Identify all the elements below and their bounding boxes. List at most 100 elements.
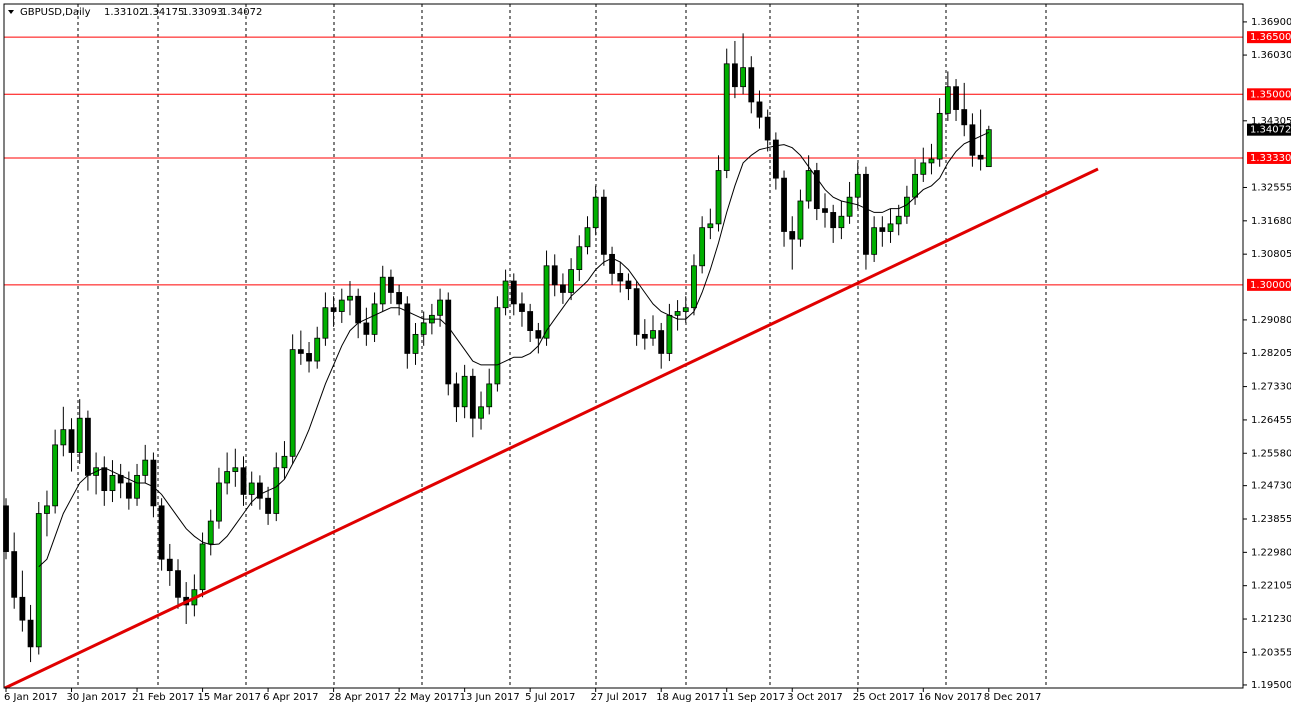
candle-body xyxy=(289,349,296,457)
candle-body xyxy=(797,200,804,240)
y-tick-label: 1.21230 xyxy=(1251,614,1291,625)
candle-body xyxy=(297,349,304,354)
candle-body xyxy=(568,269,575,293)
y-tick-label: 1.29080 xyxy=(1251,315,1291,326)
candle-body xyxy=(486,383,493,408)
candle-body xyxy=(216,482,222,522)
candle-body xyxy=(19,596,26,621)
candle-body xyxy=(322,307,329,339)
level-label: 1.33330 xyxy=(1250,153,1291,164)
candle-body xyxy=(805,170,812,202)
candle-body xyxy=(936,112,943,160)
candle-body xyxy=(781,177,787,232)
candle-body xyxy=(256,482,263,499)
trend-line xyxy=(4,167,1099,690)
candle-body xyxy=(977,154,984,160)
candle-body xyxy=(60,429,67,446)
y-tick-label: 1.30805 xyxy=(1251,249,1291,260)
candle-body xyxy=(871,227,878,255)
candle-body xyxy=(142,459,149,476)
candle-body xyxy=(543,265,550,339)
header-close: 1.34072 xyxy=(221,7,262,18)
candle-body xyxy=(134,474,140,499)
candle-body xyxy=(379,276,386,305)
candle-body xyxy=(52,444,59,507)
x-tick-label: 16 Nov 2017 xyxy=(918,692,982,703)
candle-body xyxy=(232,467,239,472)
candle-body xyxy=(363,322,370,335)
candle-body xyxy=(338,299,345,312)
candle-body xyxy=(347,295,353,301)
candle-body xyxy=(650,330,656,339)
symbol-title: GBPUSD,Daily xyxy=(20,7,91,18)
x-tick-label: 30 Jan 2017 xyxy=(67,692,127,703)
candle-body xyxy=(928,158,935,164)
candle-body xyxy=(560,284,566,293)
level-label-box xyxy=(1247,88,1291,101)
candle-body xyxy=(453,383,460,408)
candle-body xyxy=(576,246,583,270)
candle-body xyxy=(510,280,517,305)
candle-body xyxy=(617,273,624,282)
x-tick-label: 5 Jul 2017 xyxy=(525,692,575,703)
level-label-box xyxy=(1247,278,1291,291)
x-tick-label: 6 Apr 2017 xyxy=(263,692,318,703)
candle-body xyxy=(158,505,165,560)
candle-body xyxy=(920,162,927,175)
x-tick-label: 13 Jun 2017 xyxy=(460,692,520,703)
candle-body xyxy=(723,63,730,171)
header-high: 1.34175 xyxy=(143,7,184,18)
plot-frame xyxy=(3,3,1244,689)
candle-body xyxy=(224,471,231,484)
candle-body xyxy=(240,467,247,495)
menu-arrow xyxy=(8,10,14,14)
candle-body xyxy=(838,215,845,229)
candle-body xyxy=(101,467,108,492)
candle-body xyxy=(658,330,665,354)
candle-body xyxy=(641,333,648,339)
x-tick-label: 25 Oct 2017 xyxy=(853,692,915,703)
candle-body xyxy=(691,265,697,309)
candle-body xyxy=(248,482,255,495)
candle-body xyxy=(527,311,534,331)
y-tick-label: 1.32555 xyxy=(1251,182,1291,193)
candle-body xyxy=(584,227,591,248)
candle-body xyxy=(281,455,288,469)
level-label: 1.36500 xyxy=(1250,32,1291,43)
candle-body xyxy=(674,311,681,316)
candle-body xyxy=(879,227,886,232)
candle-body xyxy=(306,353,312,362)
x-tick-label: 3 Oct 2017 xyxy=(787,692,842,703)
candle-body xyxy=(764,116,771,141)
candle-body xyxy=(830,212,837,229)
candle-body xyxy=(789,231,796,240)
candle-body xyxy=(600,196,607,255)
header-low: 1.33093 xyxy=(182,7,223,18)
candle-body xyxy=(469,375,476,419)
candle-body xyxy=(35,513,42,648)
candle-body xyxy=(895,215,902,225)
moving-average xyxy=(38,131,990,568)
candle-body xyxy=(11,551,18,598)
candle-body xyxy=(592,196,599,229)
level-label-box xyxy=(1247,151,1291,164)
y-tick-label: 1.23855 xyxy=(1251,514,1291,525)
x-tick-label: 11 Sep 2017 xyxy=(722,692,785,703)
candle-body xyxy=(740,67,746,88)
x-tick-label: 28 Apr 2017 xyxy=(329,692,391,703)
candle-body xyxy=(732,63,738,88)
candle-body xyxy=(887,223,894,232)
candle-body xyxy=(76,417,83,453)
candle-body xyxy=(273,467,280,514)
level-label: 1.35000 xyxy=(1250,89,1291,100)
candle-body xyxy=(854,173,861,198)
candle-body xyxy=(461,375,468,408)
candle-body xyxy=(748,67,755,103)
candle-body xyxy=(265,497,271,514)
candle-body xyxy=(44,505,50,514)
candle-body xyxy=(904,196,910,217)
candle-body xyxy=(355,295,362,324)
candle-body xyxy=(822,208,828,213)
